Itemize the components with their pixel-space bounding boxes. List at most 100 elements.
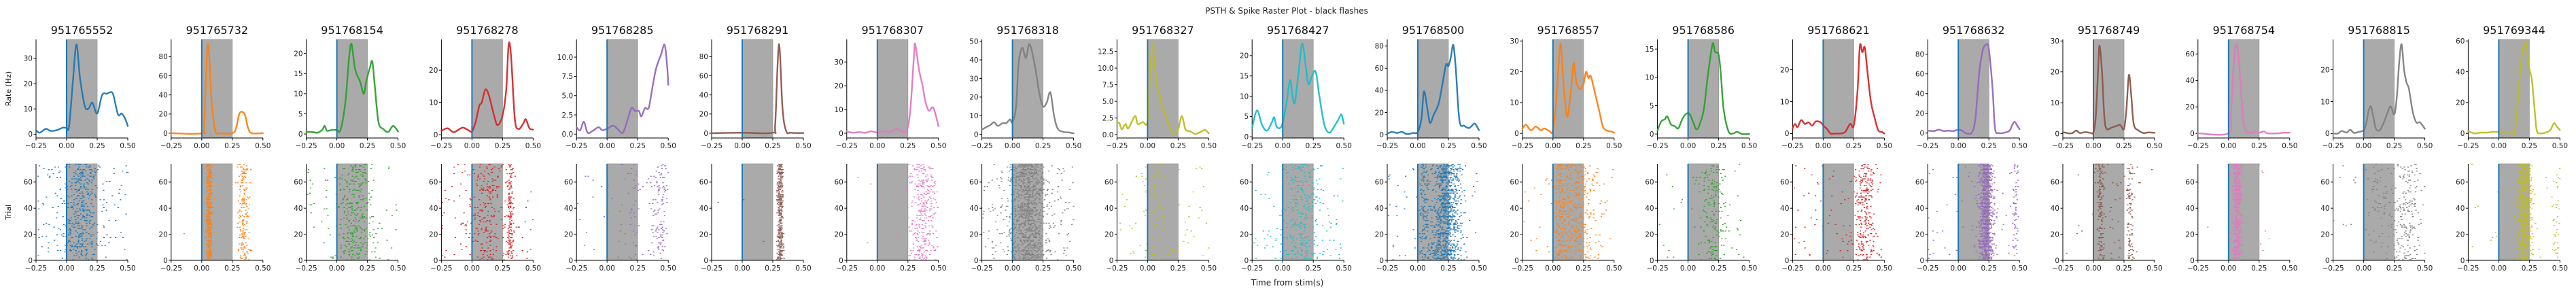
spike-mark <box>994 251 996 253</box>
spike-mark <box>211 252 213 254</box>
spike-mark <box>780 216 783 218</box>
spike-mark <box>342 237 344 239</box>
spike-mark <box>64 203 66 205</box>
spike-mark <box>371 251 373 253</box>
spike-mark <box>1043 207 1045 208</box>
spike-mark <box>1037 243 1039 245</box>
spike-mark <box>1035 246 1037 247</box>
spike-mark <box>41 235 43 237</box>
spike-mark <box>1034 235 1037 237</box>
spike-mark <box>1300 239 1302 241</box>
spike-mark <box>345 246 347 247</box>
spike-mark <box>111 195 114 196</box>
spike-mark <box>777 246 779 247</box>
spike-mark <box>489 220 491 222</box>
raster-x-tick-label: 0.00 <box>734 264 750 273</box>
raster-y-tick-label: 0 <box>839 257 843 265</box>
spike-mark <box>1036 192 1038 194</box>
raster-x-tick-label: 0.25 <box>765 264 780 273</box>
spike-mark <box>481 188 483 190</box>
spike-mark <box>1038 233 1040 235</box>
spike-mark <box>495 186 498 188</box>
spike-mark <box>1026 246 1028 247</box>
psth-y-tick-label: 80 <box>1375 43 1384 51</box>
spike-mark <box>495 250 498 251</box>
spike-mark <box>210 194 212 195</box>
spike-mark <box>208 168 210 169</box>
spike-mark <box>776 241 778 242</box>
spike-mark <box>926 258 928 259</box>
spike-mark <box>1293 209 1295 211</box>
spike-mark <box>474 207 476 208</box>
spike-mark <box>1030 209 1032 211</box>
spike-mark <box>1264 247 1266 249</box>
spike-mark <box>358 247 360 249</box>
spike-mark <box>1298 168 1300 169</box>
spike-mark <box>1036 209 1038 211</box>
spike-mark <box>1295 205 1297 207</box>
spike-mark <box>1054 213 1056 215</box>
spike-mark <box>37 175 39 177</box>
spike-mark <box>73 202 75 203</box>
spike-mark <box>926 179 928 181</box>
spike-mark <box>115 220 117 222</box>
spike-mark <box>243 202 245 203</box>
spike-mark <box>1309 196 1311 198</box>
spike-mark <box>1164 175 1166 177</box>
spike-mark <box>1406 196 1408 198</box>
spike-mark <box>477 212 479 213</box>
spike-mark <box>922 202 924 203</box>
spike-mark <box>1292 224 1294 225</box>
spike-mark <box>481 243 483 245</box>
spike-mark <box>1300 237 1302 239</box>
spike-mark <box>48 177 50 178</box>
spike-mark <box>1119 222 1121 224</box>
spike-mark <box>486 188 488 190</box>
spike-mark <box>78 182 80 184</box>
spike-mark <box>1151 246 1153 247</box>
spike-mark <box>103 199 105 201</box>
spike-mark <box>778 196 780 198</box>
spike-mark <box>1315 196 1317 198</box>
spike-mark <box>661 168 663 169</box>
spike-mark <box>209 250 211 251</box>
spike-mark <box>1124 205 1126 207</box>
spike-mark <box>1020 185 1022 186</box>
spike-mark <box>1029 235 1031 237</box>
spike-mark <box>1017 220 1020 222</box>
spike-mark <box>1065 202 1067 203</box>
spike-mark <box>59 177 61 178</box>
spike-mark <box>76 246 78 247</box>
spike-mark <box>912 250 914 251</box>
spike-mark <box>1312 194 1315 195</box>
spike-mark <box>666 202 668 203</box>
spike-mark <box>782 243 784 245</box>
spike-mark <box>510 251 512 253</box>
spike-mark <box>207 239 209 241</box>
spike-mark <box>465 224 467 225</box>
spike-mark <box>68 239 70 241</box>
spike-mark <box>652 235 655 237</box>
spike-mark <box>346 199 348 201</box>
spike-mark <box>489 237 492 239</box>
spike-mark <box>928 233 930 235</box>
spike-mark <box>206 179 208 181</box>
spike-mark <box>780 226 782 228</box>
spike-mark <box>780 203 783 205</box>
spike-mark <box>933 213 935 215</box>
spike-mark <box>1032 256 1034 258</box>
spike-mark <box>909 175 911 177</box>
spike-mark <box>205 173 207 175</box>
spike-mark <box>105 209 107 211</box>
spike-mark <box>478 224 481 225</box>
spike-mark <box>366 203 368 205</box>
spike-mark <box>362 195 364 196</box>
spike-mark <box>1028 190 1030 191</box>
spike-mark <box>379 258 381 259</box>
psth-y-tick-label: 40 <box>969 56 978 65</box>
spike-mark <box>1152 173 1154 175</box>
spike-mark <box>776 259 778 260</box>
spike-mark <box>1315 235 1317 237</box>
spike-mark <box>1028 186 1030 188</box>
